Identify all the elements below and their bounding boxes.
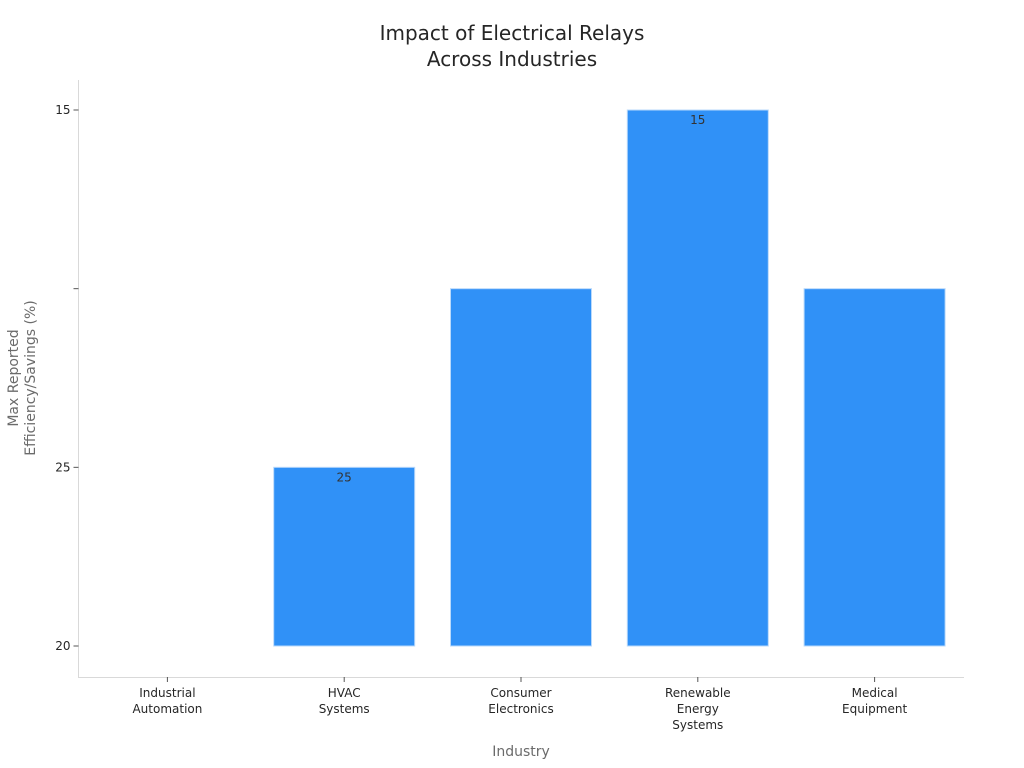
x-tick-label: Systems [672,718,723,732]
chart-title-line-2: Across Industries [427,47,597,71]
bar-value-label: 25 [337,470,352,484]
y-axis-title-line-1: Max Reported [6,329,22,426]
x-tick-label: Energy [677,702,719,716]
bar [803,288,946,647]
x-tick-label: Equipment [842,702,907,716]
x-tick-label: Industrial [139,686,195,700]
bar [626,109,769,647]
chart-title-line-1: Impact of Electrical Relays [380,21,645,45]
y-axis-title-line-2: Efficiency/Savings (%) [23,300,39,456]
x-tick-label: Medical [852,686,898,700]
x-tick-label: Electronics [488,702,553,716]
y-tick-label: 20 [55,639,70,653]
bar-value-label: 15 [690,113,705,127]
y-tick-label: 25 [55,460,70,474]
bar [450,288,592,647]
y-tick-label: 15 [55,103,70,117]
x-tick-label: Renewable [665,686,731,700]
bar [273,466,416,647]
x-tick-label: Systems [319,702,370,716]
x-tick-label: HVAC [328,686,361,700]
x-axis-title: Industry [492,744,550,760]
x-tick-label: Automation [132,702,202,716]
x-tick-label: Consumer [490,686,551,700]
